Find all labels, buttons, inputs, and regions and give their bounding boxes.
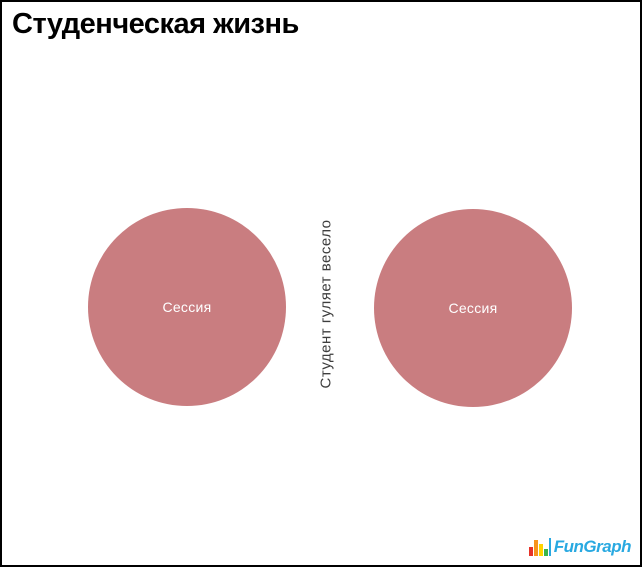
fungraph-logo-text: FunGraph bbox=[553, 537, 632, 556]
bar-chart-icon bbox=[528, 538, 551, 556]
venn-circle-right-label: Сессия bbox=[448, 300, 498, 316]
fungraph-logo: FunGraph bbox=[528, 536, 632, 556]
page-title: Студенческая жизнь bbox=[12, 8, 299, 40]
venn-circle-left-label: Сессия bbox=[162, 299, 212, 315]
between-circles-caption: Студент гуляет весело bbox=[317, 219, 335, 389]
venn-circle-right: Сессия bbox=[374, 209, 572, 407]
venn-circle-left: Сессия bbox=[88, 208, 286, 406]
